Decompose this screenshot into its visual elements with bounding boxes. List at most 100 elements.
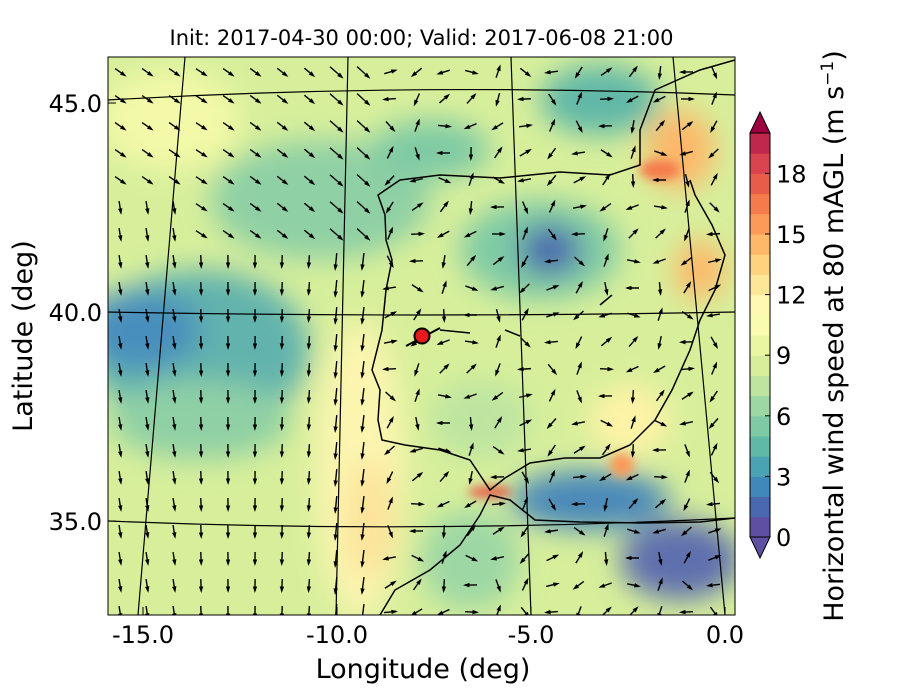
wind-arrow (168, 94, 181, 104)
wind-arrow (657, 65, 663, 80)
wind-arrow (303, 94, 316, 105)
wind-arrow (145, 227, 150, 242)
wind-arrow (625, 204, 639, 210)
wind-arrow (386, 471, 394, 485)
wind-arrow (544, 609, 559, 615)
location-marker (405, 327, 441, 347)
wind-arrow (492, 256, 505, 266)
wind-arrow (225, 443, 231, 458)
wind-arrow (494, 146, 503, 159)
wind-arrow (145, 416, 150, 431)
wind-arrow (222, 202, 235, 212)
wind-arrow (306, 470, 312, 485)
wind-arrow (360, 333, 365, 352)
wind-arrow (521, 471, 529, 484)
wind-arrow (118, 200, 123, 215)
colorbar-label: Horizontal wind speed at 80 mAGL (m s−1) (818, 50, 850, 622)
wind-arrow (279, 443, 285, 458)
wind-arrow (468, 200, 474, 215)
wind-arrow (168, 67, 181, 77)
wind-arrow (653, 205, 668, 210)
marker-dot (413, 327, 431, 345)
wind-arrow (630, 389, 636, 404)
wind-arrow (599, 473, 612, 482)
wind-arrow (249, 94, 262, 104)
wind-arrow (145, 443, 150, 458)
wind-arrow (118, 335, 123, 350)
wind-arrow (387, 226, 393, 240)
wind-arrow (710, 336, 718, 349)
wind-arrow (360, 468, 365, 487)
wind-arrow (546, 312, 560, 318)
wind-arrow (654, 419, 668, 427)
colorbar-tick-label: 15 (776, 221, 807, 249)
wind-arrow (385, 121, 396, 132)
wind-arrow (684, 469, 690, 483)
wind-arrow (279, 470, 285, 485)
wind-arrow (172, 443, 177, 458)
wind-arrow (684, 199, 690, 213)
wind-arrow (118, 254, 123, 269)
wind-arrow (439, 200, 449, 213)
wind-arrow (409, 177, 424, 183)
wind-arrow (573, 445, 586, 454)
wind-arrow (520, 337, 531, 348)
wind-arrow (600, 336, 613, 347)
wind-arrow (252, 578, 258, 593)
wind-arrow (409, 447, 423, 453)
wind-arrow (496, 604, 501, 615)
wind-arrow (413, 93, 421, 107)
wind-arrow (495, 363, 501, 377)
colorbar-band (750, 234, 770, 255)
wind-arrow (279, 335, 285, 350)
wind-arrow (495, 93, 501, 107)
wind-arrow (599, 366, 614, 372)
wind-arrow (172, 470, 177, 485)
wind-arrow (679, 421, 694, 426)
wind-arrow (306, 308, 312, 323)
wind-arrow (437, 123, 452, 129)
wind-arrow (172, 551, 177, 566)
wind-arrow (356, 228, 371, 241)
wind-arrow (198, 362, 204, 377)
wind-arrow (706, 501, 721, 507)
wind-arrow (225, 281, 231, 296)
wind-arrow (436, 230, 450, 238)
wind-arrow (681, 310, 694, 320)
wind-arrow (630, 145, 636, 159)
wind-arrow (222, 175, 235, 185)
wind-arrow (384, 69, 398, 75)
wind-arrow (495, 64, 501, 78)
wind-arrow (572, 204, 587, 209)
wind-arrow (468, 470, 473, 485)
wind-arrow (222, 67, 235, 77)
wind-arrow (225, 551, 231, 566)
wind-arrow (195, 230, 208, 239)
wind-arrow (225, 254, 231, 269)
wind-arrow (630, 173, 636, 188)
wind-arrow (172, 497, 177, 512)
wind-arrow (574, 256, 585, 267)
colorbar-tick-label: 0 (776, 524, 791, 552)
wind-arrow (168, 148, 181, 158)
wind-arrow (576, 606, 582, 615)
wind-arrow (625, 285, 640, 291)
wind-arrow (409, 528, 424, 534)
wind-arrow (518, 393, 533, 399)
wind-arrow (410, 501, 425, 507)
wind-arrow (335, 603, 338, 615)
wind-arrow (657, 281, 663, 296)
wind-arrow (546, 418, 557, 429)
wind-arrow (329, 120, 344, 133)
wind-arrow (518, 123, 533, 128)
wind-arrow (172, 281, 177, 296)
wind-arrow (356, 93, 371, 106)
wind-arrow (225, 497, 231, 512)
colorbar-band (750, 516, 770, 538)
wind-arrow (385, 201, 394, 214)
wind-arrow (520, 525, 529, 538)
wind-arrow (276, 121, 289, 131)
wind-arrow (544, 339, 559, 345)
wind-arrow (709, 606, 718, 615)
wind-arrow (679, 69, 694, 75)
